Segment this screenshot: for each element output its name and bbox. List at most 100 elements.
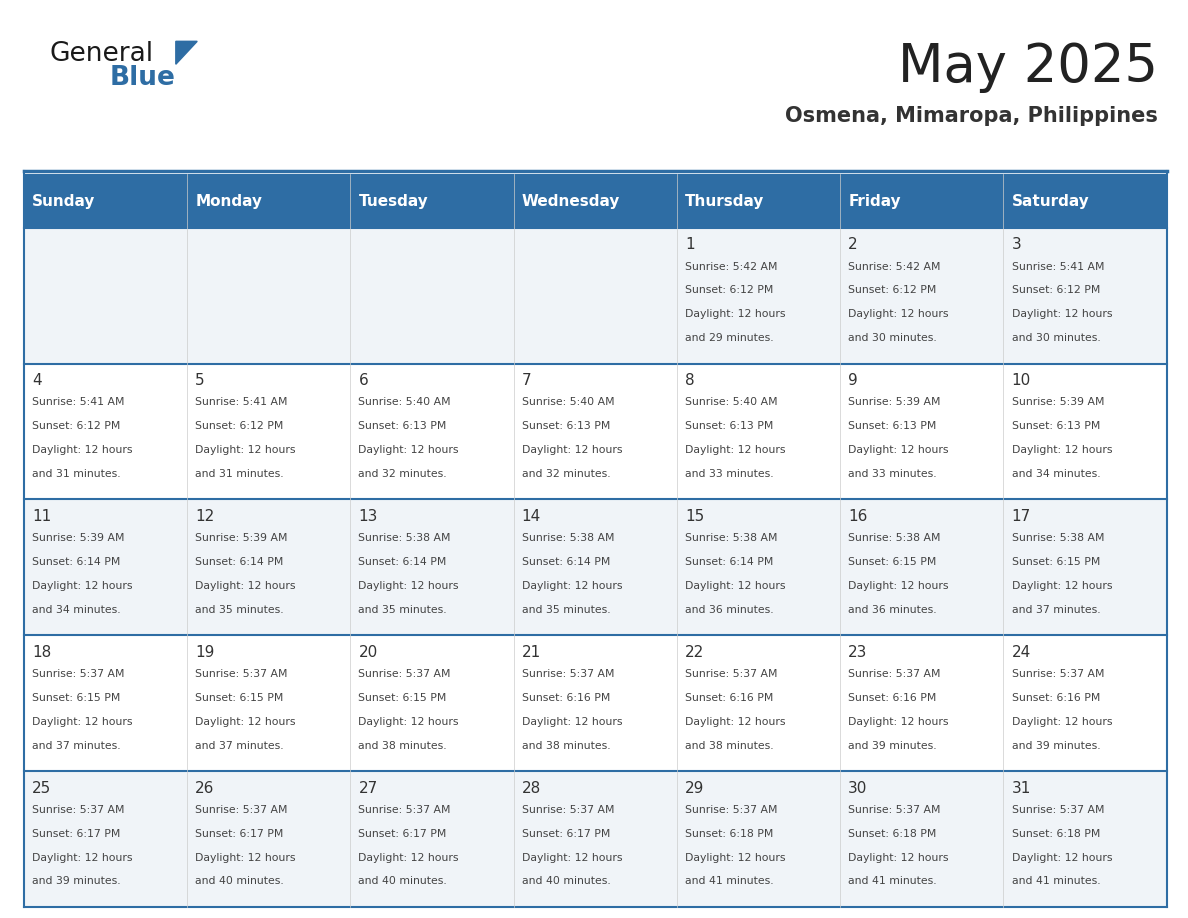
Text: Sunrise: 5:41 AM: Sunrise: 5:41 AM [195, 397, 287, 408]
Text: 5: 5 [195, 373, 204, 388]
Text: Sunset: 6:13 PM: Sunset: 6:13 PM [1011, 421, 1100, 431]
Text: Daylight: 12 hours: Daylight: 12 hours [195, 717, 296, 727]
Text: Sunset: 6:15 PM: Sunset: 6:15 PM [195, 693, 284, 703]
Text: Sunset: 6:13 PM: Sunset: 6:13 PM [359, 421, 447, 431]
Text: and 39 minutes.: and 39 minutes. [1011, 741, 1100, 751]
Text: Sunrise: 5:38 AM: Sunrise: 5:38 AM [1011, 533, 1104, 543]
Text: 15: 15 [685, 509, 704, 524]
Text: Sunrise: 5:37 AM: Sunrise: 5:37 AM [359, 805, 451, 815]
Text: Daylight: 12 hours: Daylight: 12 hours [195, 445, 296, 455]
Text: Sunset: 6:14 PM: Sunset: 6:14 PM [359, 557, 447, 567]
Text: Daylight: 12 hours: Daylight: 12 hours [848, 445, 949, 455]
Text: Sunrise: 5:37 AM: Sunrise: 5:37 AM [685, 805, 777, 815]
Text: Sunrise: 5:37 AM: Sunrise: 5:37 AM [1011, 669, 1104, 679]
Text: General: General [50, 41, 154, 67]
Text: Sunset: 6:16 PM: Sunset: 6:16 PM [522, 693, 611, 703]
Text: Sunday: Sunday [32, 194, 95, 208]
Text: and 36 minutes.: and 36 minutes. [848, 605, 937, 615]
Text: Sunrise: 5:37 AM: Sunrise: 5:37 AM [32, 805, 125, 815]
Text: Sunrise: 5:38 AM: Sunrise: 5:38 AM [359, 533, 451, 543]
Text: 16: 16 [848, 509, 867, 524]
Text: 1: 1 [685, 237, 695, 252]
Text: Sunset: 6:15 PM: Sunset: 6:15 PM [359, 693, 447, 703]
Text: and 38 minutes.: and 38 minutes. [685, 741, 773, 751]
Text: 13: 13 [359, 509, 378, 524]
Text: Daylight: 12 hours: Daylight: 12 hours [1011, 309, 1112, 319]
Bar [840, 174, 1004, 228]
Text: May 2025: May 2025 [898, 41, 1158, 94]
Text: and 34 minutes.: and 34 minutes. [32, 605, 120, 615]
Text: and 31 minutes.: and 31 minutes. [195, 469, 284, 479]
Text: and 32 minutes.: and 32 minutes. [522, 469, 611, 479]
Text: Sunset: 6:14 PM: Sunset: 6:14 PM [32, 557, 120, 567]
Text: Sunrise: 5:37 AM: Sunrise: 5:37 AM [195, 669, 287, 679]
Text: 7: 7 [522, 373, 531, 388]
Text: Sunset: 6:16 PM: Sunset: 6:16 PM [685, 693, 773, 703]
Bar [187, 174, 350, 228]
Text: 4: 4 [32, 373, 42, 388]
Text: Sunset: 6:12 PM: Sunset: 6:12 PM [32, 421, 120, 431]
Text: Sunset: 6:14 PM: Sunset: 6:14 PM [685, 557, 773, 567]
Text: and 35 minutes.: and 35 minutes. [195, 605, 284, 615]
Text: 23: 23 [848, 644, 867, 660]
Text: Daylight: 12 hours: Daylight: 12 hours [359, 717, 459, 727]
Text: Daylight: 12 hours: Daylight: 12 hours [1011, 853, 1112, 863]
Text: and 36 minutes.: and 36 minutes. [685, 605, 773, 615]
Text: Friday: Friday [848, 194, 901, 208]
Text: 26: 26 [195, 780, 215, 796]
Text: and 38 minutes.: and 38 minutes. [522, 741, 611, 751]
Text: Sunset: 6:14 PM: Sunset: 6:14 PM [195, 557, 284, 567]
Text: Sunrise: 5:42 AM: Sunrise: 5:42 AM [848, 262, 941, 272]
Text: Daylight: 12 hours: Daylight: 12 hours [32, 717, 132, 727]
Text: Sunrise: 5:37 AM: Sunrise: 5:37 AM [522, 669, 614, 679]
Text: Blue: Blue [109, 65, 175, 91]
Text: Daylight: 12 hours: Daylight: 12 hours [522, 717, 623, 727]
Text: Daylight: 12 hours: Daylight: 12 hours [685, 717, 785, 727]
Text: Sunset: 6:17 PM: Sunset: 6:17 PM [32, 829, 120, 839]
Text: Sunrise: 5:40 AM: Sunrise: 5:40 AM [685, 397, 778, 408]
Bar [24, 771, 1167, 907]
Text: Sunset: 6:17 PM: Sunset: 6:17 PM [195, 829, 284, 839]
Text: Daylight: 12 hours: Daylight: 12 hours [32, 853, 132, 863]
Text: Wednesday: Wednesday [522, 194, 620, 208]
Text: and 41 minutes.: and 41 minutes. [848, 877, 937, 887]
Text: Monday: Monday [195, 194, 263, 208]
Text: 20: 20 [359, 644, 378, 660]
Text: Sunrise: 5:39 AM: Sunrise: 5:39 AM [848, 397, 941, 408]
Text: Sunrise: 5:37 AM: Sunrise: 5:37 AM [359, 669, 451, 679]
Text: Sunset: 6:16 PM: Sunset: 6:16 PM [1011, 693, 1100, 703]
Bar [24, 635, 1167, 771]
Text: Daylight: 12 hours: Daylight: 12 hours [195, 581, 296, 591]
Text: and 33 minutes.: and 33 minutes. [848, 469, 937, 479]
Text: and 41 minutes.: and 41 minutes. [685, 877, 773, 887]
Text: Daylight: 12 hours: Daylight: 12 hours [522, 445, 623, 455]
Text: 11: 11 [32, 509, 51, 524]
Polygon shape [176, 41, 197, 64]
Text: Sunrise: 5:39 AM: Sunrise: 5:39 AM [1011, 397, 1104, 408]
Bar [24, 364, 1167, 499]
Text: and 37 minutes.: and 37 minutes. [32, 741, 120, 751]
Text: 27: 27 [359, 780, 378, 796]
Text: Daylight: 12 hours: Daylight: 12 hours [1011, 581, 1112, 591]
Text: and 38 minutes.: and 38 minutes. [359, 741, 447, 751]
Text: 14: 14 [522, 509, 541, 524]
Text: and 40 minutes.: and 40 minutes. [195, 877, 284, 887]
Text: Sunrise: 5:38 AM: Sunrise: 5:38 AM [522, 533, 614, 543]
Text: and 34 minutes.: and 34 minutes. [1011, 469, 1100, 479]
Text: and 30 minutes.: and 30 minutes. [1011, 333, 1100, 343]
Text: Sunset: 6:16 PM: Sunset: 6:16 PM [848, 693, 936, 703]
Text: Sunset: 6:14 PM: Sunset: 6:14 PM [522, 557, 611, 567]
Text: 10: 10 [1011, 373, 1031, 388]
Text: Sunrise: 5:38 AM: Sunrise: 5:38 AM [848, 533, 941, 543]
Bar [24, 228, 1167, 364]
Text: and 41 minutes.: and 41 minutes. [1011, 877, 1100, 887]
Text: Daylight: 12 hours: Daylight: 12 hours [848, 717, 949, 727]
Text: and 32 minutes.: and 32 minutes. [359, 469, 447, 479]
Text: Sunset: 6:13 PM: Sunset: 6:13 PM [685, 421, 773, 431]
Bar [350, 174, 513, 228]
Text: and 40 minutes.: and 40 minutes. [359, 877, 447, 887]
Text: and 37 minutes.: and 37 minutes. [195, 741, 284, 751]
Text: Saturday: Saturday [1011, 194, 1089, 208]
Text: Daylight: 12 hours: Daylight: 12 hours [848, 581, 949, 591]
Text: Tuesday: Tuesday [359, 194, 428, 208]
